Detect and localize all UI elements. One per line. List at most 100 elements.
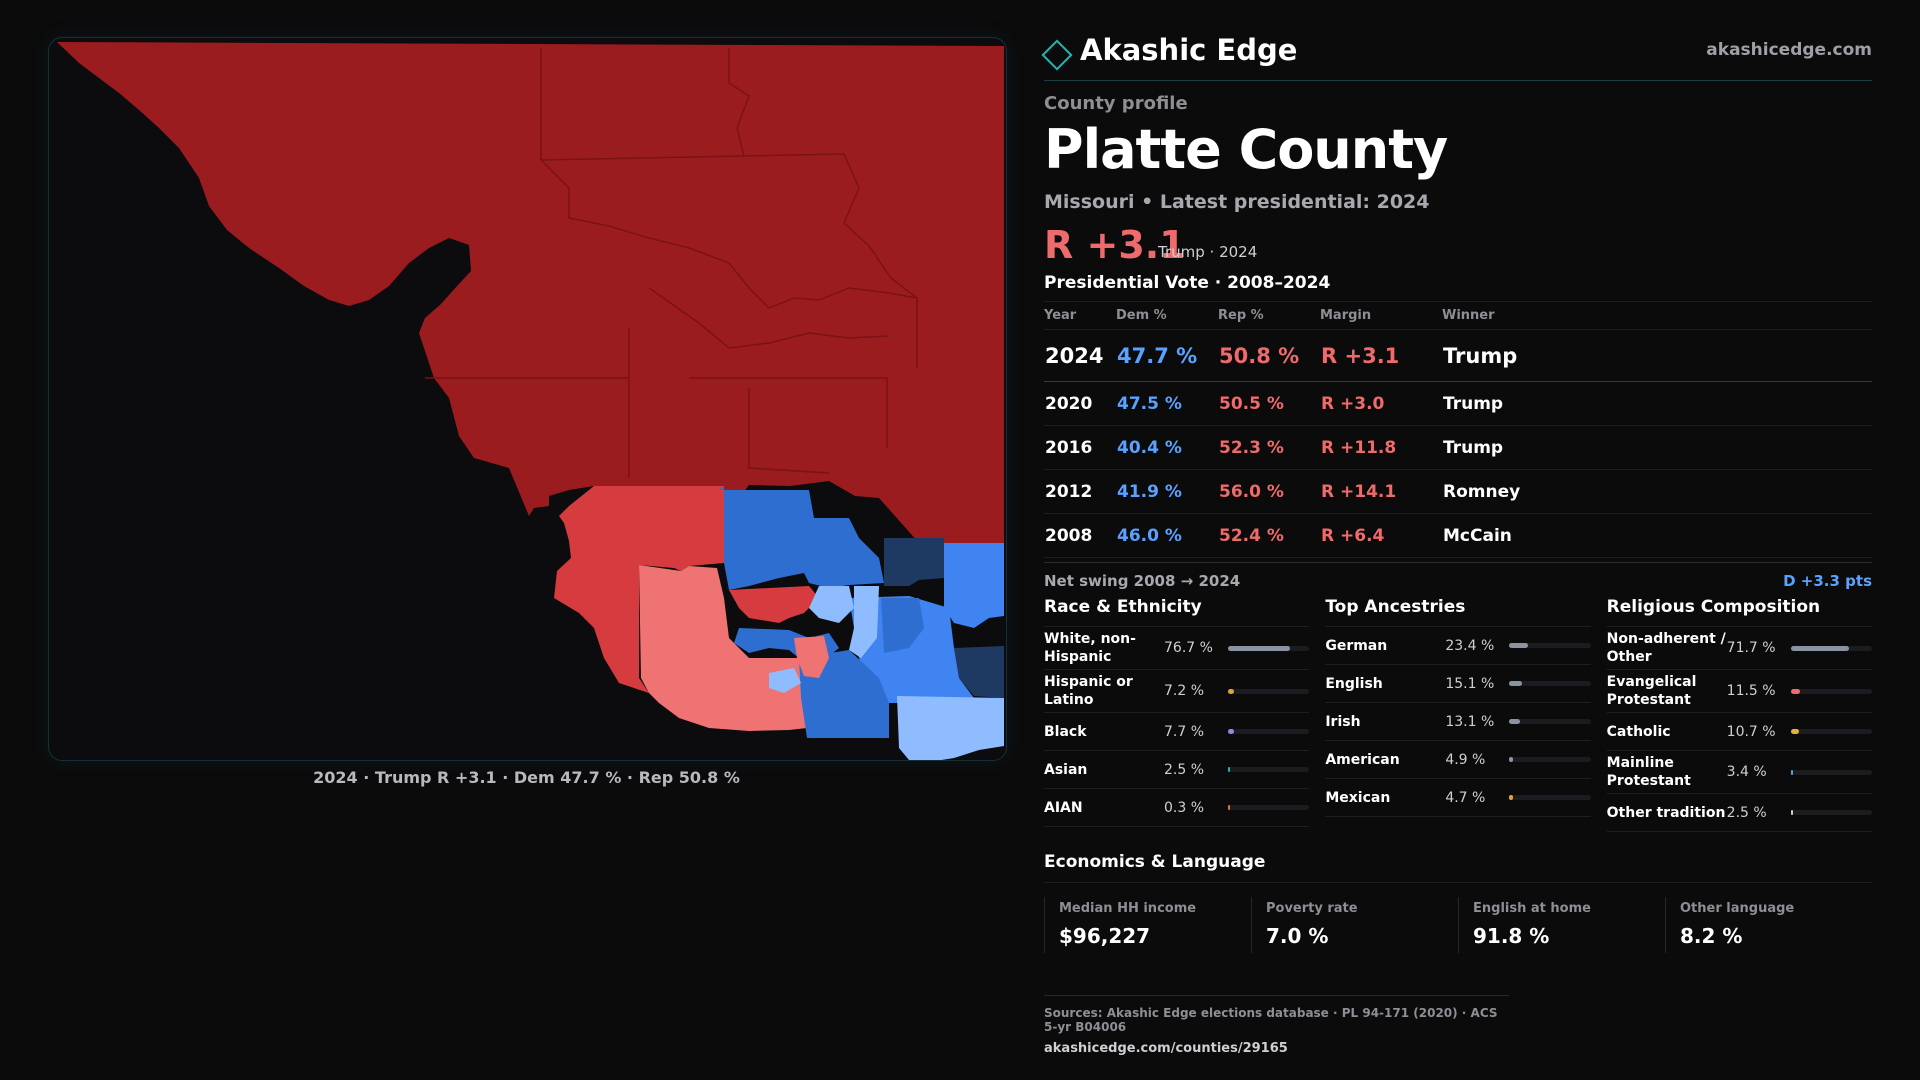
precinct-north-rural[interactable] (57, 42, 1004, 548)
stat-label: Catholic (1606, 723, 1671, 740)
diamond-logo-icon (1041, 39, 1073, 71)
stat-bar-fill (1228, 645, 1291, 651)
cell-rep: 52.4 % (1218, 513, 1320, 558)
precinct-tilt-r-small[interactable] (794, 636, 829, 678)
stat-bar (1509, 681, 1591, 686)
stat-bar (1509, 719, 1591, 724)
net-swing: Net swing 2008 → 2024 D +3.3 pts (1044, 562, 1872, 593)
card-label: Median HH income (1059, 901, 1197, 916)
precinct-lean-r-west[interactable] (554, 486, 724, 693)
precinct-map-svg[interactable] (49, 38, 1006, 760)
precinct-likely-d-east[interactable] (944, 543, 1004, 628)
stat-bar (1509, 795, 1591, 800)
stat-bar (1228, 805, 1310, 810)
brand-header: Akashic Edge akashicedge.com (1041, 30, 1872, 81)
precinct-tilt-d-core[interactable] (809, 586, 854, 623)
stat-value: 23.4 % (1445, 637, 1495, 654)
cell-dem: 46.0 % (1116, 513, 1218, 558)
brand-site-link[interactable]: akashicedge.com (1706, 40, 1872, 60)
stat-bar (1228, 645, 1310, 651)
stat-bar-fill (1790, 645, 1849, 651)
cell-rep: 52.3 % (1218, 425, 1320, 470)
col-rep: Rep % (1218, 301, 1320, 330)
stat-row: Mainline Protestant 3.4 % (1606, 751, 1872, 794)
stat-bar (1790, 769, 1872, 775)
stat-value: 0.3 % (1164, 799, 1205, 816)
stat-bar-fill (1228, 688, 1234, 694)
stat-value: 3.4 % (1726, 764, 1767, 780)
cell-year: 2024 (1044, 329, 1116, 382)
religion-heading: Religious Composition (1606, 597, 1872, 627)
econ-card-english: English at home 91.8 % (1458, 897, 1665, 953)
stat-bar-fill (1509, 719, 1520, 724)
cell-winner: Trump (1442, 425, 1872, 470)
stat-label: Non-adherent / Other (1606, 631, 1726, 665)
vote-heading: Presidential Vote · 2008–2024 (1044, 273, 1331, 293)
stat-value: 13.1 % (1445, 713, 1495, 730)
cell-year: 2008 (1044, 513, 1116, 558)
table-row: 2016 40.4 % 52.3 % R +11.8 Trump (1044, 425, 1872, 470)
stat-row: German 23.4 % (1325, 627, 1591, 665)
vote-table-header: Year Dem % Rep % Margin Winner (1044, 301, 1872, 330)
col-margin: Margin (1320, 301, 1442, 330)
race-section: Race & Ethnicity White, non-Hispanic 76.7… (1044, 597, 1310, 832)
stat-value: 10.7 % (1726, 723, 1776, 740)
econ-card-other-language: Other language 8.2 % (1665, 897, 1872, 953)
precinct-lean-r-core[interactable] (729, 586, 819, 623)
stat-row: White, non-Hispanic 76.7 % (1044, 627, 1310, 670)
card-value: $96,227 (1059, 924, 1151, 948)
precinct-tilt-r-south[interactable] (639, 565, 807, 731)
stat-row: Mexican 4.7 % (1325, 779, 1591, 817)
col-dem: Dem % (1116, 301, 1218, 330)
card-label: English at home (1473, 901, 1591, 916)
cell-margin: R +3.1 (1320, 329, 1442, 382)
econ-cards: Median HH income $96,227 Poverty rate 7.… (1044, 897, 1872, 953)
precinct-tilt-d-north[interactable] (849, 586, 879, 658)
stat-bar (1509, 757, 1591, 762)
stat-bar (1228, 729, 1310, 734)
cell-year: 2016 (1044, 425, 1116, 470)
stat-value: 4.7 % (1445, 789, 1486, 806)
county-map[interactable] (48, 37, 1007, 761)
precinct-lean-d-east2[interactable] (881, 598, 924, 653)
stat-value: 11.5 % (1726, 683, 1776, 699)
stat-value: 71.7 % (1726, 640, 1776, 656)
precinct-tilt-d-small[interactable] (769, 668, 801, 693)
econ-card-income: Median HH income $96,227 (1044, 897, 1251, 953)
stat-bar (1790, 645, 1872, 651)
eyebrow: County profile (1044, 93, 1188, 114)
precinct-boundaries (425, 48, 918, 478)
source-url-link[interactable]: akashicedge.com/counties/29165 (1044, 1041, 1288, 1056)
precinct-safe-d-east[interactable] (954, 646, 1004, 698)
cell-winner: McCain (1442, 513, 1872, 558)
margin-sub: Trump · 2024 (1158, 243, 1258, 261)
card-value: 8.2 % (1680, 924, 1743, 948)
cell-margin: R +6.4 (1320, 513, 1442, 558)
stat-value: 7.7 % (1164, 723, 1205, 740)
stat-bar-fill (1790, 810, 1793, 815)
cell-year: 2012 (1044, 469, 1116, 514)
stat-label: Mainline Protestant (1606, 755, 1691, 789)
stat-bar (1790, 810, 1872, 815)
stat-label: Evangelical Protestant (1606, 674, 1697, 708)
sources-text: Sources: Akashic Edge elections database… (1044, 1006, 1498, 1034)
cell-margin: R +3.0 (1320, 381, 1442, 426)
precinct-lean-d-north[interactable] (719, 486, 884, 590)
stat-label: Irish (1325, 713, 1361, 730)
cell-rep: 50.5 % (1218, 381, 1320, 426)
stat-bar-fill (1790, 729, 1800, 734)
county-panel: Akashic Edge akashicedge.com County prof… (1041, 30, 1872, 953)
precinct-safe-d-center[interactable] (884, 538, 944, 586)
race-heading: Race & Ethnicity (1044, 597, 1310, 627)
stat-bar-fill (1790, 769, 1794, 775)
demographics-columns: Race & Ethnicity White, non-Hispanic 76.7… (1044, 597, 1872, 832)
map-caption: 2024 · Trump R +3.1 · Dem 47.7 % · Rep 5… (313, 768, 740, 787)
stat-bar-fill (1790, 688, 1800, 694)
stat-label: German (1325, 637, 1388, 654)
precinct-tilt-d-southeast[interactable] (897, 696, 1004, 760)
cell-rep: 50.8 % (1218, 329, 1320, 382)
stat-bar-fill (1509, 681, 1522, 686)
religion-section: Religious Composition Non-adherent / Oth… (1606, 597, 1872, 832)
stat-row: Asian 2.5 % (1044, 751, 1310, 789)
stat-row: English 15.1 % (1325, 665, 1591, 703)
